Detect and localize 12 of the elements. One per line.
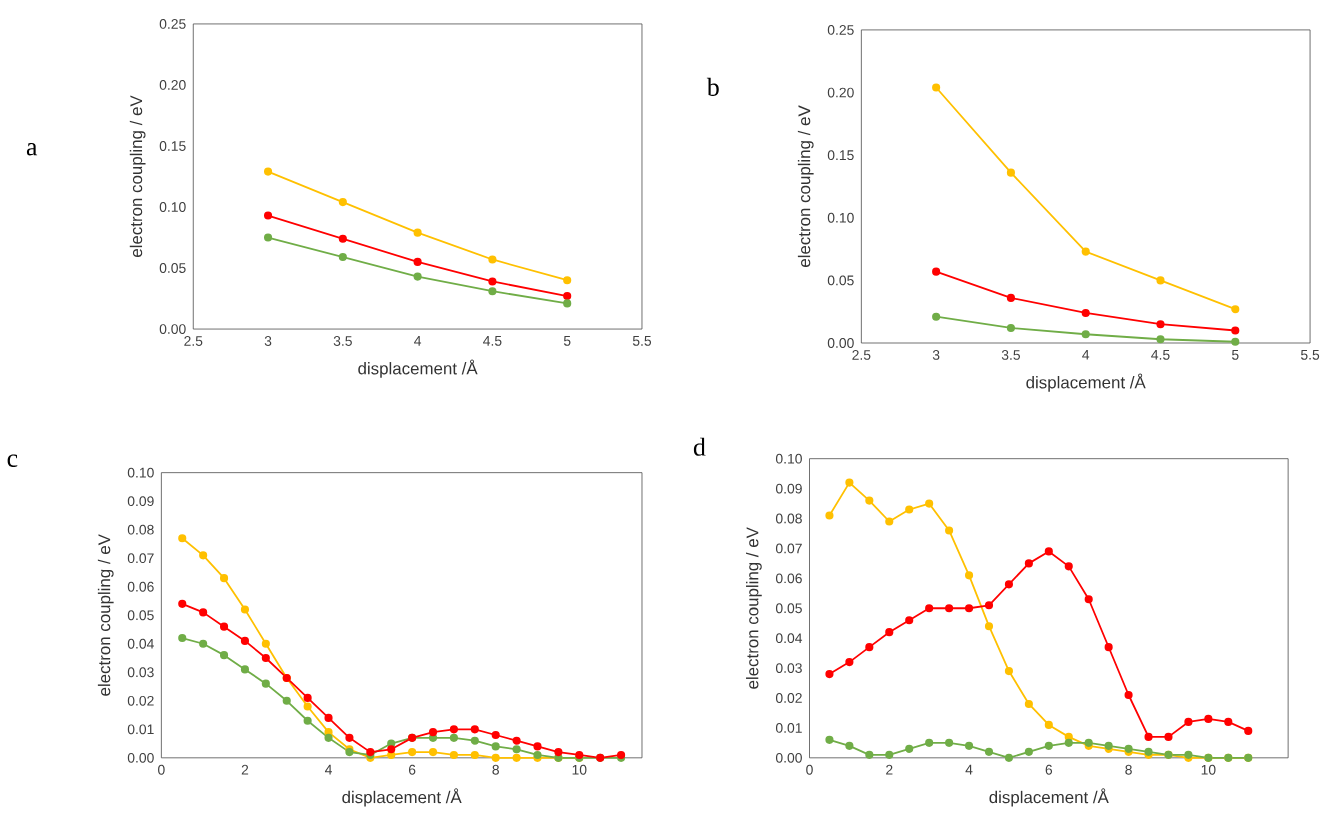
x-axis-title: displacement /Å xyxy=(358,359,478,378)
y-axis-title: electron coupling / eV xyxy=(97,534,114,696)
x-axis-title: displacement /Å xyxy=(1026,373,1146,392)
text: b xyxy=(706,77,719,97)
x-axis-title: displacement /Å xyxy=(342,788,462,807)
y-axis-title: electron coupling / eV xyxy=(129,95,146,258)
y-axis-title: electron coupling / eV xyxy=(746,527,762,689)
chart-title: c xyxy=(7,454,18,468)
text: a xyxy=(26,143,38,156)
x-axis-title: displacement /Å xyxy=(989,788,1109,807)
chart-title: d xyxy=(693,437,706,457)
y-axis-title: electron coupling / eV xyxy=(797,105,814,268)
